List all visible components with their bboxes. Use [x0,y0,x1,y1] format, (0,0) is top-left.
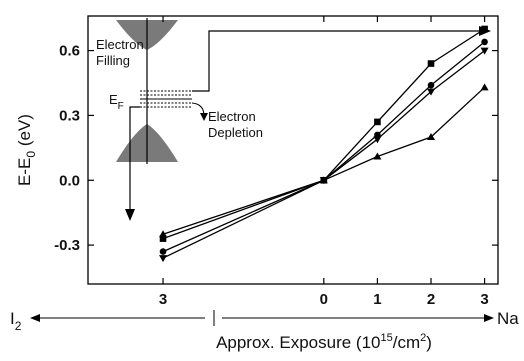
y-tick-label: 0.3 [59,107,80,124]
y-tick-label: 0.0 [59,172,80,189]
ticks-layer: -0.3 0.0 0.3 0.6 3 0 1 2 3 [54,16,498,308]
x-axis-title: Approx. Exposure (1015/cm2) [216,332,432,352]
data-point-triangle-down [427,88,436,96]
data-point-triangle-down [159,255,168,263]
x-axis-title-unit-exp: 2 [420,332,426,344]
data-point-triangle-up [373,152,382,160]
data-point-circle [427,81,435,89]
y-axis-title-sub: 0 [24,151,38,158]
data-point-square [159,235,167,242]
fermi-level-label: EF [109,92,124,112]
band-diagram-inset: Electron Filling EF Electron Depletion [96,18,491,221]
left-direction-label: I2 [10,309,22,333]
data-point-triangle-up [159,230,168,238]
x-axis-title-main: Approx. Exposure (10 [216,333,380,352]
left-direction-arrowhead [30,314,40,322]
x-axis-title-close: ) [426,333,432,352]
y-axis-title: E-E0 (eV) [15,114,38,186]
plot-frame [87,15,499,285]
data-point-circle [159,248,167,255]
depletion-arrowhead [125,209,135,221]
data-point-triangle-up [319,176,328,184]
y-tick-label: 0.6 [59,43,80,60]
electron-depletion-label-line2: Depletion [208,125,263,140]
left-direction-label-main: I [10,309,15,328]
x-tick-label: 1 [373,291,381,308]
series-layer [159,25,489,263]
series-line-circle [162,41,486,253]
depletion-hint-arrowhead [200,113,208,121]
right-direction-label: Na [497,309,519,328]
x-tick-label: 0 [320,291,328,308]
left-direction-label-sub: 2 [15,319,22,333]
depletion-arrow [129,106,140,210]
data-point-square [481,25,488,33]
data-point-triangle-down [480,47,489,55]
x-tick-label: 3 [480,291,488,308]
electron-depletion-label-line1: Electron [208,109,256,124]
electron-filling-label-line1: Electron [96,37,144,52]
series-line-triangle-down [162,50,485,259]
data-point-square [374,118,381,126]
y-tick-label: -0.3 [54,237,80,254]
filling-arrow [192,30,480,92]
right-direction-arrowhead [484,314,494,322]
x-axis-title-exp: 15 [380,332,392,344]
y-axis-title-unit: (eV) [15,114,34,151]
data-point-circle [481,38,488,46]
x-axis-title-unit: /cm [393,333,420,352]
fermi-level-label-main: E [109,92,118,107]
y-axis-title-main: E-E [15,158,34,186]
data-point-triangle-down [373,136,382,144]
x-tick-label: 3 [159,291,167,308]
data-point-triangle-up [427,133,436,141]
x-tick-label: 2 [427,291,435,308]
data-point-triangle-up [480,83,489,91]
electron-filling-label-line2: Filling [96,53,130,68]
data-point-square [427,60,435,67]
fermi-level-label-sub: F [118,101,124,112]
